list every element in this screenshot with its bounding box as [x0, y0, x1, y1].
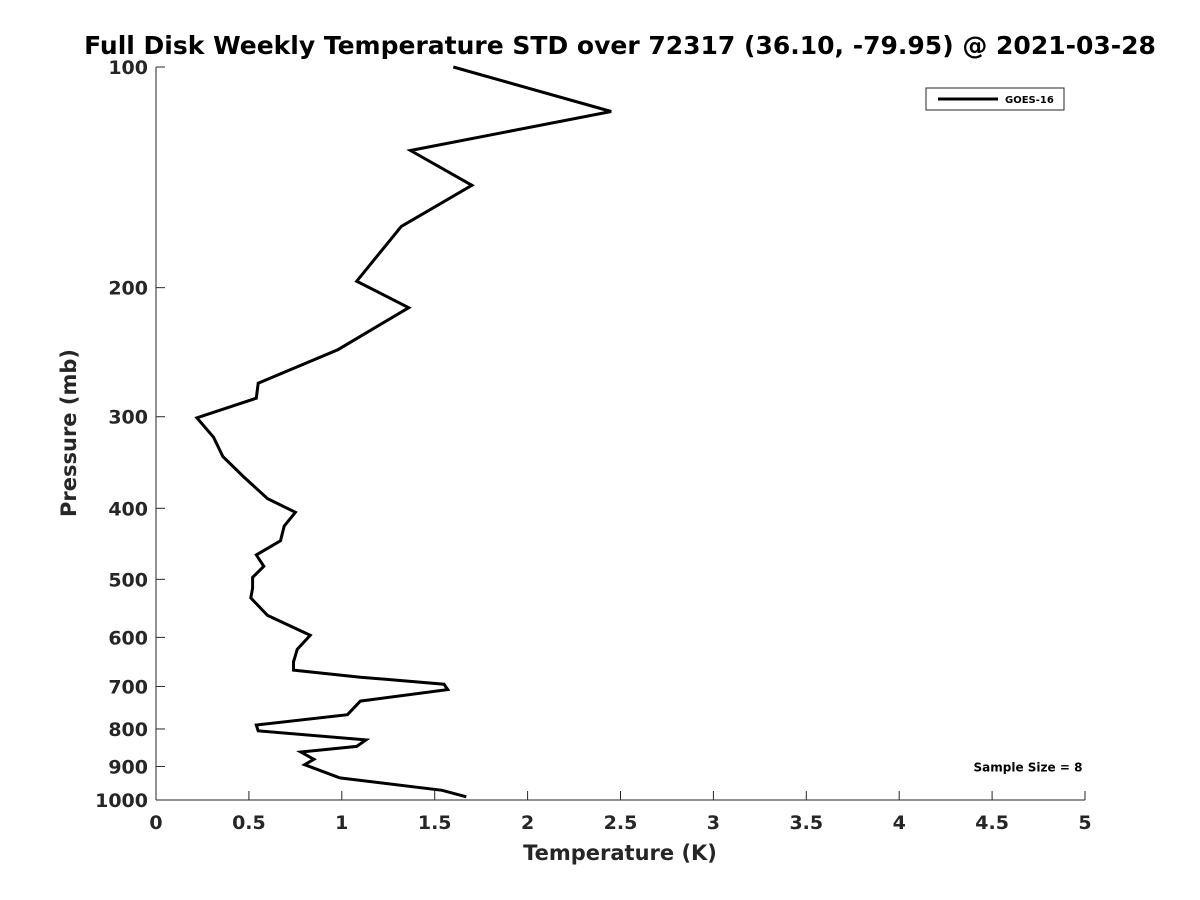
x-axis-label: Temperature (K) — [523, 841, 717, 865]
x-tick-label: 1.5 — [418, 812, 452, 834]
x-tick-label: 2.5 — [604, 812, 638, 834]
y-tick-label: 300 — [108, 407, 148, 429]
x-tick-label: 4.5 — [975, 812, 1009, 834]
y-tick-label: 200 — [108, 278, 148, 300]
x-tick-label: 1 — [335, 812, 348, 834]
y-tick-label: 1000 — [95, 790, 148, 812]
y-tick-label: 500 — [108, 569, 148, 591]
x-tick-label: 0.5 — [232, 812, 266, 834]
y-tick-label: 400 — [108, 498, 148, 520]
series-layer — [194, 65, 612, 799]
y-tick-label: 600 — [108, 627, 148, 649]
annotations: Sample Size = 8 — [974, 760, 1083, 774]
x-tick-label: 5 — [1078, 812, 1091, 834]
y-tick-label: 700 — [108, 676, 148, 698]
series-line-goes-16 — [194, 65, 612, 799]
x-tick-label: 0 — [149, 812, 162, 834]
x-tick-label: 4 — [893, 812, 906, 834]
legend: GOES-16 — [925, 87, 1065, 111]
chart-title: Full Disk Weekly Temperature STD over 72… — [84, 31, 1156, 60]
axes: 0 0.5 1 1.5 2 2.5 3 3.5 4 4.5 5 100 200 300 400 500 600 7… — [95, 57, 1092, 834]
x-tick-label: 2 — [521, 812, 534, 834]
y-axis-label: Pressure (mb) — [57, 349, 81, 517]
x-tick-label: 3.5 — [789, 812, 823, 834]
x-tick-label: 3 — [707, 812, 720, 834]
y-tick-label: 100 — [108, 57, 148, 79]
legend-label: GOES-16 — [1005, 95, 1054, 106]
y-tick-label: 900 — [108, 756, 148, 778]
y-tick-label: 800 — [108, 719, 148, 741]
sample-size-annotation: Sample Size = 8 — [974, 760, 1083, 774]
